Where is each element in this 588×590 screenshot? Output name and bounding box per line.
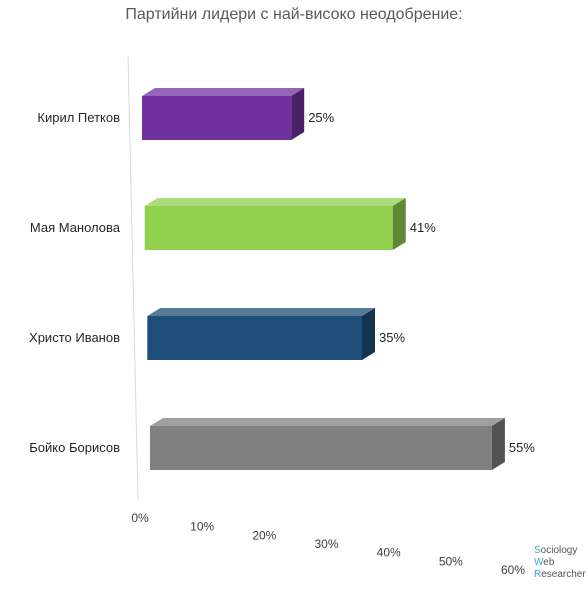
category-label-1: Кирил Петков (37, 110, 120, 125)
x-tick-label-5: 40% (377, 546, 401, 560)
watermark-line-2: Web (534, 557, 555, 568)
x-tick-label-6: 50% (439, 554, 463, 568)
bar-top-3 (147, 308, 376, 316)
bar-side-2 (392, 198, 406, 250)
watermark-line-1: Sociology (534, 545, 578, 556)
value-label-1: 25% (308, 110, 334, 125)
x-tick-label-3: 20% (252, 528, 276, 542)
value-label-3: 35% (379, 330, 405, 345)
category-label-2: Мая Манолова (30, 220, 121, 235)
category-label-3: Христо Иванов (29, 330, 120, 345)
watermark-logo: Sociology Web Researcher (534, 545, 586, 581)
watermark-line-3: Researcher (534, 569, 586, 580)
bar-top-1 (142, 88, 305, 96)
chart-title: Партийни лидери с най-високо неодобрение… (125, 6, 463, 23)
bar-3 (147, 316, 363, 360)
value-axis-line (127, 54, 139, 501)
x-tick-label-7: 60% (501, 563, 525, 577)
bar-side-3 (362, 308, 376, 360)
value-label-2: 41% (410, 220, 436, 235)
bar-side-4 (491, 418, 505, 470)
bar-2 (144, 206, 393, 250)
value-label-4: 55% (509, 440, 535, 455)
bar-1 (142, 96, 292, 140)
bar-4 (150, 426, 492, 470)
bar-top-4 (150, 418, 505, 426)
x-tick-label-2: 10% (190, 520, 214, 534)
category-label-4: Бойко Борисов (29, 440, 120, 455)
bar-side-1 (291, 88, 305, 140)
x-tick-label-4: 30% (314, 537, 338, 551)
x-tick-label-1: 0% (131, 511, 149, 525)
bar-top-2 (144, 198, 406, 206)
